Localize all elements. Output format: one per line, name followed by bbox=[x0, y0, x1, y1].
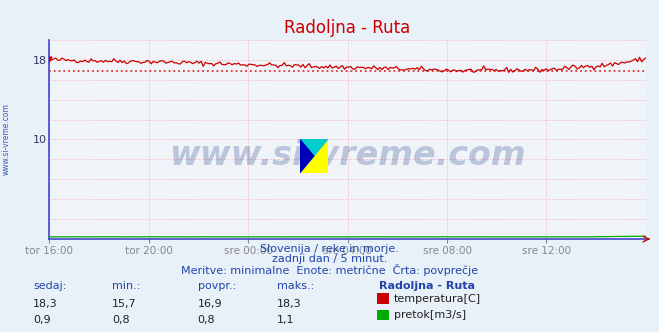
Text: 0,8: 0,8 bbox=[198, 315, 215, 325]
Text: 0,9: 0,9 bbox=[33, 315, 51, 325]
Text: 0,8: 0,8 bbox=[112, 315, 130, 325]
Text: Meritve: minimalne  Enote: metrične  Črta: povprečje: Meritve: minimalne Enote: metrične Črta:… bbox=[181, 264, 478, 276]
Text: maks.:: maks.: bbox=[277, 281, 314, 290]
Text: www.si-vreme.com: www.si-vreme.com bbox=[2, 104, 11, 175]
Polygon shape bbox=[300, 139, 314, 173]
Text: pretok[m3/s]: pretok[m3/s] bbox=[394, 310, 466, 320]
Text: min.:: min.: bbox=[112, 281, 140, 290]
Polygon shape bbox=[300, 139, 328, 173]
Text: sedaj:: sedaj: bbox=[33, 281, 67, 290]
Text: 1,1: 1,1 bbox=[277, 315, 295, 325]
Text: zadnji dan / 5 minut.: zadnji dan / 5 minut. bbox=[272, 254, 387, 264]
Text: 18,3: 18,3 bbox=[277, 299, 301, 309]
Text: 15,7: 15,7 bbox=[112, 299, 136, 309]
Text: www.si-vreme.com: www.si-vreme.com bbox=[169, 139, 526, 172]
Text: Slovenija / reke in morje.: Slovenija / reke in morje. bbox=[260, 244, 399, 254]
Text: Radoljna - Ruta: Radoljna - Ruta bbox=[379, 281, 475, 290]
Text: povpr.:: povpr.: bbox=[198, 281, 236, 290]
Title: Radoljna - Ruta: Radoljna - Ruta bbox=[285, 19, 411, 37]
Text: 16,9: 16,9 bbox=[198, 299, 222, 309]
Text: 18,3: 18,3 bbox=[33, 299, 57, 309]
Text: temperatura[C]: temperatura[C] bbox=[394, 294, 481, 304]
Polygon shape bbox=[300, 139, 328, 173]
